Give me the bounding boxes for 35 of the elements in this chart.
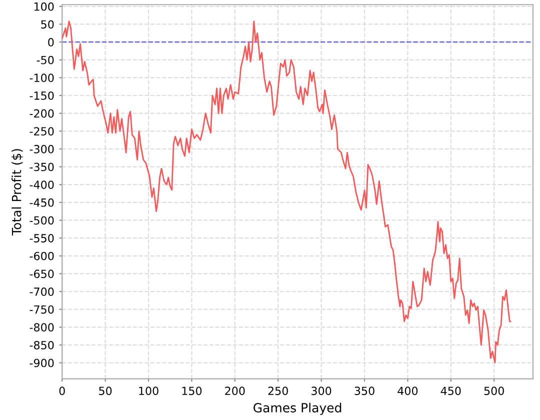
x-tick-label: 350 bbox=[354, 386, 374, 396]
y-tick-label: -550 bbox=[30, 234, 54, 242]
y-tick-label: -200 bbox=[30, 109, 54, 118]
y-tick-label: -650 bbox=[30, 270, 54, 278]
x-tick-label: 150 bbox=[182, 386, 202, 396]
x-tick-label: 200 bbox=[225, 386, 245, 396]
y-tick-label: -50 bbox=[36, 56, 54, 64]
y-tick-label: 0 bbox=[48, 38, 54, 46]
y-tick-label: -400 bbox=[30, 180, 54, 189]
y-tick-label: -150 bbox=[30, 91, 54, 100]
line-series bbox=[62, 20, 512, 364]
x-tick-label: 0 bbox=[59, 386, 65, 396]
y-tick-label: -850 bbox=[30, 340, 54, 350]
y-tick-label: -800 bbox=[30, 323, 54, 332]
y-tick-label: -100 bbox=[30, 74, 54, 82]
y-tick-label: -300 bbox=[30, 144, 54, 154]
x-axis-title: Games Played bbox=[254, 402, 342, 415]
y-tick-label: -900 bbox=[30, 358, 54, 368]
y-tick-label: -350 bbox=[30, 162, 54, 172]
y-tick-label: -250 bbox=[30, 127, 54, 136]
y-tick-label: -750 bbox=[30, 305, 54, 314]
x-tick-label: 300 bbox=[312, 386, 332, 396]
y-tick-label: 100 bbox=[34, 2, 54, 11]
y-axis-title: Total Profit ($) bbox=[12, 149, 23, 236]
x-tick-label: 250 bbox=[268, 386, 288, 396]
y-tick-label: -500 bbox=[30, 216, 54, 225]
y-tick-label: -700 bbox=[30, 287, 54, 296]
x-tick-label: 500 bbox=[484, 386, 504, 396]
y-tick-label: -450 bbox=[30, 198, 54, 207]
y-tick-label: 50 bbox=[41, 20, 54, 29]
x-tick-label: 50 bbox=[99, 386, 112, 396]
x-tick-label: 450 bbox=[440, 386, 461, 396]
x-tick-label: 100 bbox=[139, 386, 158, 396]
y-tick-label: -600 bbox=[30, 252, 54, 260]
x-tick-label: 400 bbox=[398, 386, 418, 396]
